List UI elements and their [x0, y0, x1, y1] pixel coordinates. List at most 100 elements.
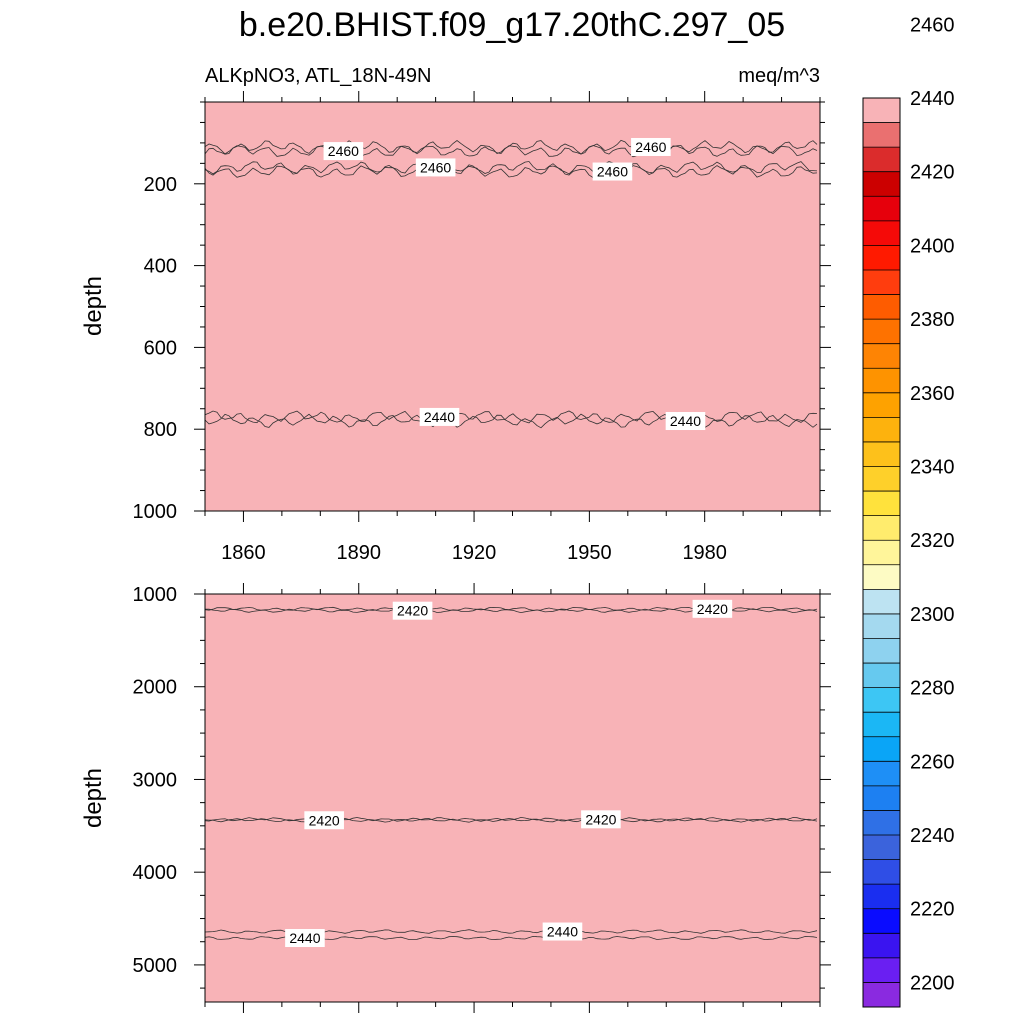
upper-fill-band: [205, 408, 820, 412]
upper-fill-band: [205, 339, 820, 343]
lower-fill-band: [205, 981, 820, 985]
upper-contour-label-box: [323, 142, 364, 161]
lower-fill-band: [205, 615, 820, 619]
lower-fill-band: [205, 915, 820, 919]
lower-y-tick-label: 1000: [133, 584, 178, 606]
colorbar-tick-label: 2340: [910, 457, 955, 479]
upper-fill-band: [205, 225, 820, 229]
colorbar-swatch: [863, 171, 900, 197]
lower-fill-band: [205, 882, 820, 886]
upper-contour-line: [204, 145, 818, 158]
lower-fill-band: [205, 921, 820, 925]
upper-fill-band: [205, 306, 820, 310]
upper-fill-band: [205, 498, 820, 502]
lower-fill-band: [205, 750, 820, 754]
upper-fill-band: [205, 468, 820, 472]
upper-fill-band: [205, 129, 820, 133]
colorbar-swatch: [863, 859, 900, 885]
upper-fill-band: [205, 375, 820, 379]
upper-fill-band: [205, 237, 820, 241]
lower-fill-band: [205, 804, 820, 808]
lower-fill-band: [205, 894, 820, 898]
upper-fill-band: [205, 177, 820, 181]
colorbar-swatch: [863, 638, 900, 664]
lower-fill-band: [205, 951, 820, 955]
lower-fill-band: [205, 906, 820, 910]
upper-fill-band: [205, 495, 820, 499]
lower-fill-band: [205, 768, 820, 772]
upper-fill-band: [205, 156, 820, 160]
lower-fill-band: [205, 825, 820, 829]
upper-fill-band: [205, 345, 820, 349]
lower-fill-band: [205, 822, 820, 826]
colorbar-swatch: [863, 589, 900, 615]
colorbar-swatch: [863, 957, 900, 983]
lower-contour-label-box: [692, 599, 733, 618]
colorbar-tick-label: 2420: [910, 162, 955, 184]
colorbar-tick-label: 2440: [910, 88, 955, 110]
lower-fill-band: [205, 612, 820, 616]
upper-contour-line: [204, 413, 818, 429]
lower-fill-band: [205, 897, 820, 901]
lower-fill-band: [205, 876, 820, 880]
upper-fill-band: [205, 369, 820, 373]
upper-fill-band: [205, 384, 820, 388]
upper-fill-band: [205, 291, 820, 295]
upper-fill-band: [205, 441, 820, 445]
upper-fill-band: [205, 234, 820, 238]
lower-fill-band: [205, 954, 820, 958]
lower-contour-label: 2420: [585, 811, 616, 827]
lower-fill-band: [205, 726, 820, 730]
upper-fill-band: [205, 282, 820, 286]
colorbar: 2200 2220 2240 2260 2280 2300 2320 2340 2360 2380…: [862, 14, 955, 1008]
colorbar-tick-label: 2200: [910, 972, 955, 994]
variable-region-subtitle: ALKpNO3, ATL_18N-49N: [205, 65, 431, 87]
upper-fill-band: [205, 126, 820, 130]
upper-fill-band: [205, 261, 820, 265]
colorbar-swatch: [863, 515, 900, 541]
upper-fill-band: [205, 405, 820, 409]
upper-fill-band: [205, 504, 820, 508]
upper-fill-band: [205, 180, 820, 184]
lower-fill-band: [205, 990, 820, 994]
upper-fill-band: [205, 321, 820, 325]
upper-fill-band: [205, 378, 820, 382]
lower-fill-band: [205, 666, 820, 670]
upper-y-tick-label: 800: [144, 419, 177, 441]
lower-fill-band: [205, 600, 820, 604]
lower-fill-band: [205, 738, 820, 742]
lower-fill-band: [205, 984, 820, 988]
colorbar-tick-label: 2360: [910, 383, 955, 405]
colorbar-swatch: [863, 245, 900, 271]
colorbar-swatch: [863, 785, 900, 811]
upper-fill-band: [205, 258, 820, 262]
upper-fill-band: [205, 303, 820, 307]
upper-fill-band: [205, 381, 820, 385]
lower-contour-label: 2420: [697, 601, 728, 617]
colorbar-tick-label: 2400: [910, 235, 955, 257]
upper-fill-band: [205, 186, 820, 190]
lower-fill-band: [205, 852, 820, 856]
upper-fill-band: [205, 207, 820, 211]
lower-fill-band: [205, 903, 820, 907]
lower-fill-band: [205, 648, 820, 652]
upper-fill-band: [205, 162, 820, 166]
upper-fill-band: [205, 288, 820, 292]
colorbar-swatch: [863, 613, 900, 639]
colorbar-swatch: [863, 884, 900, 910]
upper-fill-band: [205, 474, 820, 478]
lower-fill-band: [205, 966, 820, 970]
upper-fill-band: [205, 360, 820, 364]
upper-fill-band: [205, 393, 820, 397]
upper-fill-band: [205, 159, 820, 163]
lower-fill-band: [205, 675, 820, 679]
upper-fill-band: [205, 354, 820, 358]
upper-fill-band: [205, 138, 820, 142]
upper-fill-band: [205, 444, 820, 448]
upper-fill-band: [205, 417, 820, 421]
lower-fill-band: [205, 795, 820, 799]
lower-contour-labels: 2420 2420 2420 2420 2440 2440: [285, 599, 733, 948]
upper-contour-line: [204, 165, 818, 179]
lower-fill-band: [205, 972, 820, 976]
lower-fill-band: [205, 732, 820, 736]
